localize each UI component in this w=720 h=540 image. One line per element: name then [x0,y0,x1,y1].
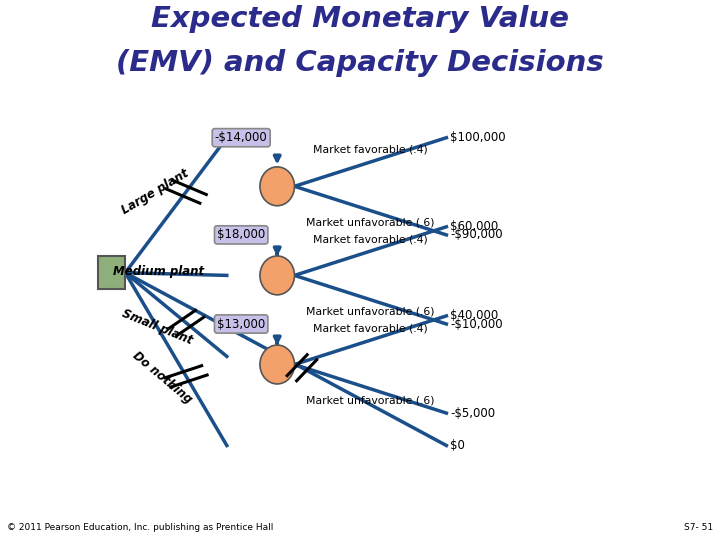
Text: $40,000: $40,000 [450,309,498,322]
Text: Market favorable (.4): Market favorable (.4) [313,323,428,333]
Ellipse shape [260,345,294,384]
Text: Market favorable (.4): Market favorable (.4) [313,145,428,155]
Text: Small plant: Small plant [120,307,194,347]
Text: -$10,000: -$10,000 [450,318,503,330]
Text: Market unfavorable (.6): Market unfavorable (.6) [306,307,435,317]
Text: Large plant: Large plant [119,166,191,217]
Text: -$14,000: -$14,000 [215,131,268,144]
Text: Market unfavorable (.6): Market unfavorable (.6) [306,396,435,406]
Text: Do nothing: Do nothing [130,349,194,407]
Text: Expected Monetary Value: Expected Monetary Value [151,5,569,33]
Text: (EMV) and Capacity Decisions: (EMV) and Capacity Decisions [116,49,604,77]
Ellipse shape [260,167,294,206]
Text: Medium plant: Medium plant [113,265,204,278]
Text: $0: $0 [450,439,465,452]
FancyBboxPatch shape [98,256,125,289]
Text: -$90,000: -$90,000 [450,228,503,241]
Text: © 2011 Pearson Education, Inc. publishing as Prentice Hall: © 2011 Pearson Education, Inc. publishin… [7,523,274,532]
Text: S7- 51: S7- 51 [684,523,713,532]
Text: $18,000: $18,000 [217,228,266,241]
Text: $13,000: $13,000 [217,318,266,330]
Text: Market unfavorable (.6): Market unfavorable (.6) [306,218,435,228]
Text: $60,000: $60,000 [450,220,498,233]
Text: $100,000: $100,000 [450,131,505,144]
Text: Market favorable (.4): Market favorable (.4) [313,234,428,244]
Text: -$5,000: -$5,000 [450,407,495,420]
Ellipse shape [260,256,294,295]
